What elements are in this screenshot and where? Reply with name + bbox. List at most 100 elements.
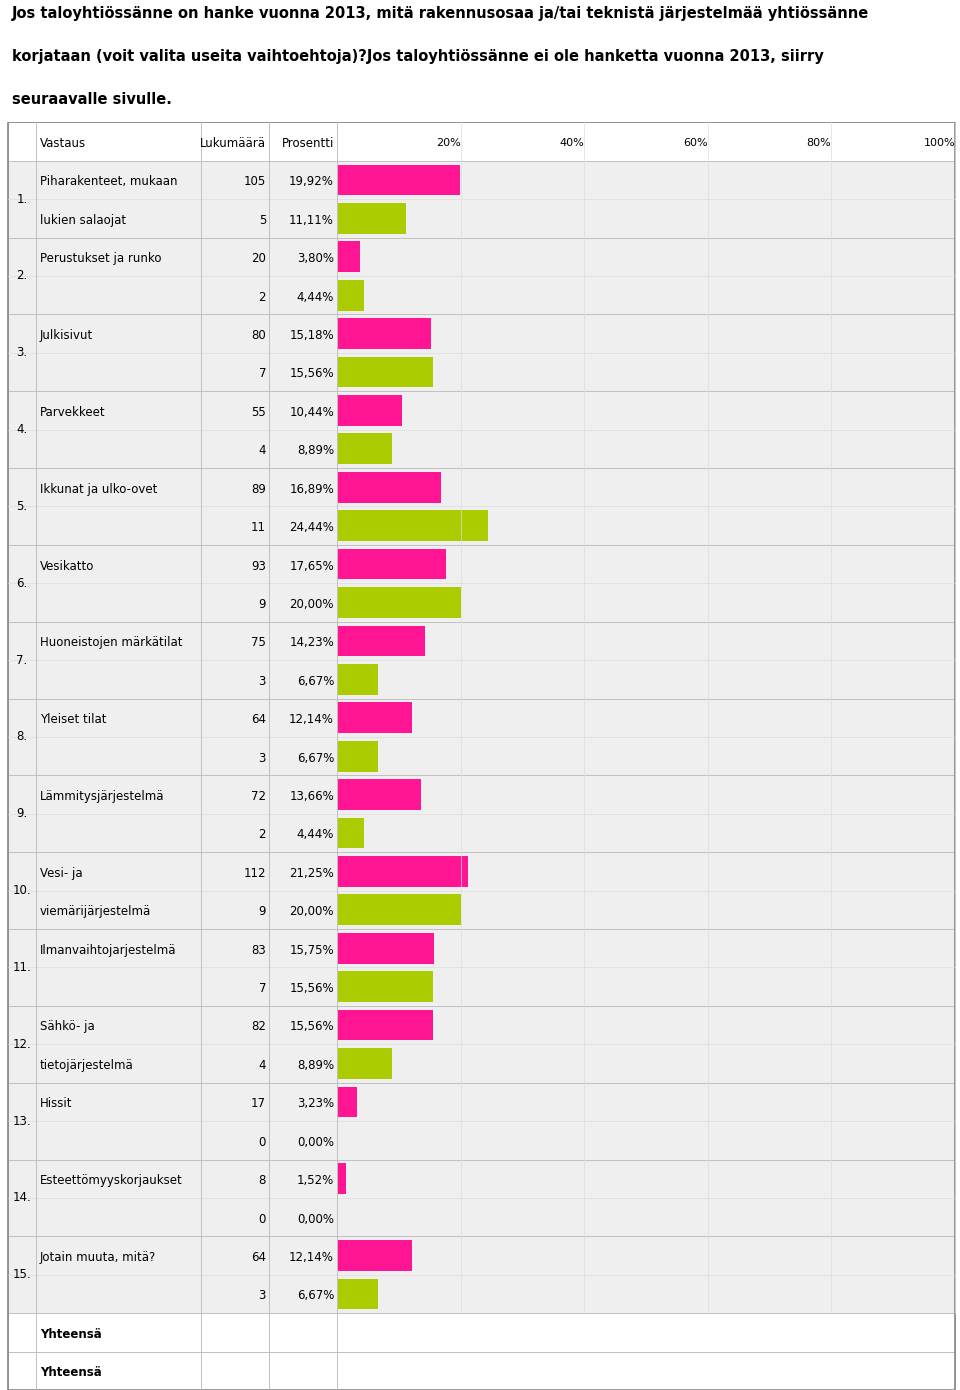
Bar xyxy=(337,817,365,848)
Bar xyxy=(8,852,955,929)
Text: 89: 89 xyxy=(252,482,266,496)
Bar xyxy=(337,357,433,388)
Text: 6.: 6. xyxy=(16,577,28,589)
Text: 3,80%: 3,80% xyxy=(297,252,334,265)
Text: 19,92%: 19,92% xyxy=(289,175,334,189)
Bar xyxy=(337,894,461,926)
Text: 20: 20 xyxy=(252,252,266,265)
Bar xyxy=(337,780,421,810)
Bar xyxy=(337,933,434,963)
Bar xyxy=(8,1159,955,1236)
Bar xyxy=(337,1279,378,1309)
Text: 75: 75 xyxy=(252,637,266,649)
Bar xyxy=(337,972,433,1002)
Bar xyxy=(8,621,955,699)
Text: 20,00%: 20,00% xyxy=(290,598,334,612)
Text: 3,23%: 3,23% xyxy=(297,1097,334,1111)
Text: 12,14%: 12,14% xyxy=(289,1251,334,1264)
Text: 9.: 9. xyxy=(16,808,28,820)
Text: 6,67%: 6,67% xyxy=(297,1290,334,1302)
Text: 55: 55 xyxy=(252,406,266,418)
Bar xyxy=(8,238,955,314)
Text: 80%: 80% xyxy=(806,139,831,149)
Text: 20%: 20% xyxy=(436,139,461,149)
Bar xyxy=(8,1083,955,1159)
Text: 15,56%: 15,56% xyxy=(289,367,334,381)
Bar xyxy=(8,314,955,391)
Bar xyxy=(337,856,468,887)
Text: 21,25%: 21,25% xyxy=(289,867,334,880)
Text: 14.: 14. xyxy=(12,1191,32,1204)
Text: Yleiset tilat: Yleiset tilat xyxy=(40,713,107,726)
Text: 1,52%: 1,52% xyxy=(297,1175,334,1187)
Text: Vesi- ja: Vesi- ja xyxy=(40,867,83,880)
Bar xyxy=(337,510,488,541)
Bar xyxy=(8,1006,955,1083)
Bar xyxy=(337,318,431,349)
Text: 16,89%: 16,89% xyxy=(289,482,334,496)
Bar xyxy=(8,776,955,852)
Text: 7: 7 xyxy=(258,983,266,995)
Text: 5.: 5. xyxy=(16,500,28,513)
Text: Perustukset ja runko: Perustukset ja runko xyxy=(40,252,161,265)
Text: 3: 3 xyxy=(258,674,266,688)
Text: 20,00%: 20,00% xyxy=(290,905,334,919)
Bar xyxy=(8,161,955,238)
Text: 8,89%: 8,89% xyxy=(297,1059,334,1072)
Text: 10.: 10. xyxy=(12,884,32,897)
Text: Piharakenteet, mukaan: Piharakenteet, mukaan xyxy=(40,175,178,189)
Text: 7: 7 xyxy=(258,367,266,381)
Text: 11,11%: 11,11% xyxy=(289,214,334,227)
Text: 4: 4 xyxy=(258,1059,266,1072)
Bar xyxy=(8,1351,955,1390)
Text: 3: 3 xyxy=(258,752,266,764)
Text: Huoneistojen märkätilat: Huoneistojen märkätilat xyxy=(40,637,182,649)
Text: 72: 72 xyxy=(251,790,266,803)
Bar xyxy=(8,1159,955,1236)
Text: Ikkunat ja ulko-ovet: Ikkunat ja ulko-ovet xyxy=(40,482,157,496)
Text: 10,44%: 10,44% xyxy=(289,406,334,418)
Text: 13.: 13. xyxy=(12,1115,32,1127)
Text: 15,75%: 15,75% xyxy=(289,944,334,956)
Text: Parvekkeet: Parvekkeet xyxy=(40,406,106,418)
Text: 15,56%: 15,56% xyxy=(289,1020,334,1034)
Bar xyxy=(8,699,955,776)
Text: 64: 64 xyxy=(251,1251,266,1264)
Bar xyxy=(8,621,955,699)
Bar xyxy=(337,203,406,234)
Text: 6,67%: 6,67% xyxy=(297,752,334,764)
Bar xyxy=(8,122,955,161)
Bar xyxy=(8,1236,955,1314)
Text: Esteettömyyskorjaukset: Esteettömyyskorjaukset xyxy=(40,1175,182,1187)
Bar xyxy=(337,549,446,580)
Text: 60%: 60% xyxy=(684,139,708,149)
Text: korjataan (voit valita useita vaihtoehtoja)?Jos taloyhtiössänne ei ole hanketta : korjataan (voit valita useita vaihtoehto… xyxy=(12,49,824,64)
Text: 40%: 40% xyxy=(560,139,585,149)
Text: 15.: 15. xyxy=(12,1268,32,1282)
Text: 93: 93 xyxy=(252,560,266,573)
Text: 14,23%: 14,23% xyxy=(289,637,334,649)
Bar xyxy=(8,468,955,545)
Text: 8,89%: 8,89% xyxy=(297,445,334,457)
Text: 4: 4 xyxy=(258,445,266,457)
Text: 15,18%: 15,18% xyxy=(289,329,334,342)
Bar xyxy=(8,929,955,1006)
Bar xyxy=(337,741,378,771)
Bar xyxy=(337,626,425,656)
Text: 0,00%: 0,00% xyxy=(297,1212,334,1226)
Bar xyxy=(337,395,401,425)
Bar xyxy=(337,279,365,310)
Text: 9: 9 xyxy=(258,905,266,919)
Text: 12,14%: 12,14% xyxy=(289,713,334,726)
Text: Lämmitysjärjestelmä: Lämmitysjärjestelmä xyxy=(40,790,164,803)
Text: 105: 105 xyxy=(244,175,266,189)
Bar xyxy=(8,776,955,852)
Text: 17: 17 xyxy=(251,1097,266,1111)
Bar xyxy=(8,1083,955,1159)
Bar xyxy=(337,587,461,619)
Bar xyxy=(337,1048,392,1079)
Text: 6,67%: 6,67% xyxy=(297,674,334,688)
Bar xyxy=(8,699,955,776)
Text: 11: 11 xyxy=(251,521,266,534)
Bar xyxy=(8,468,955,545)
